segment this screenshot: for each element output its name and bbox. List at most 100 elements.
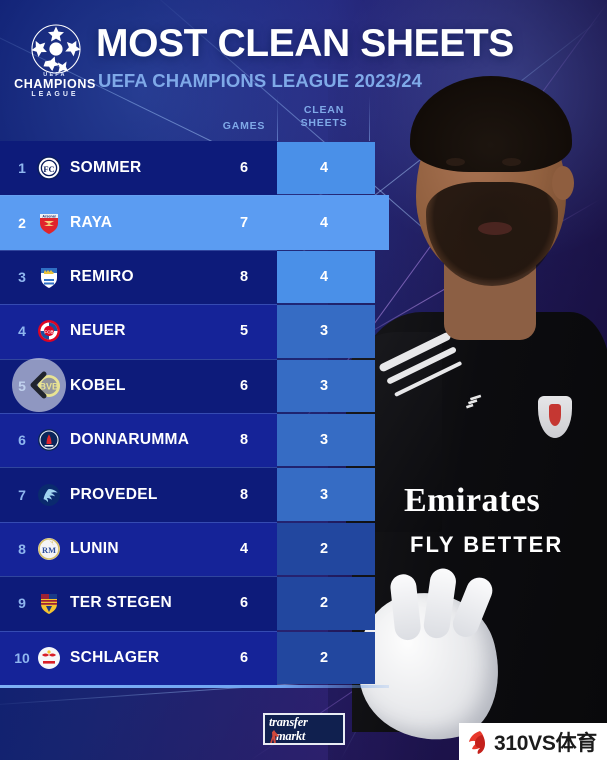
rank-number: 10	[14, 649, 30, 666]
games-value: 6	[239, 649, 249, 666]
clean-sheets-bar	[277, 359, 375, 412]
watermark-text: 310VS体育	[494, 731, 597, 755]
table-row[interactable]: 1 FC SOMMER 6 4	[0, 141, 607, 196]
clean-sheets-bar	[277, 631, 375, 684]
chevron-left-icon	[30, 371, 47, 399]
club-crest	[37, 646, 61, 670]
clean-sheets-value: 2	[319, 649, 329, 666]
rank-number: 6	[18, 432, 26, 449]
table-row[interactable]: 9 TER STEGEN 6 2	[0, 576, 607, 631]
table-row[interactable]: 10 SCHLAGER 6 2	[0, 630, 607, 685]
row-divider	[0, 304, 277, 306]
row-divider	[0, 195, 277, 197]
watermark: 310VS体育	[459, 723, 607, 760]
psg-crest	[38, 429, 60, 452]
inter-milan-crest: FC	[37, 156, 61, 180]
jersey-sponsor-text: Emirates	[404, 482, 541, 519]
row-divider	[0, 576, 277, 578]
club-crest: Arsenal	[37, 211, 61, 235]
clean-sheets-bar	[277, 305, 375, 358]
club-crest	[37, 483, 61, 507]
table-row[interactable]: 3 REMIRO 8 4	[0, 249, 607, 305]
player-name: KOBEL	[70, 376, 126, 394]
player-name: RAYA	[70, 213, 113, 231]
club-crest: FC	[37, 156, 61, 180]
clean-sheets-value: 3	[319, 486, 329, 503]
table-row[interactable]: 4 FCB NEUER 5 3	[0, 304, 607, 359]
ucl-league-label: LEAGUE	[31, 91, 79, 99]
page-title: MOST CLEAN SHEETS	[96, 22, 514, 65]
row-divider	[0, 249, 277, 251]
table-bottom-border	[0, 685, 389, 688]
rank-number: 3	[18, 268, 26, 285]
transfermarkt-logo: transfer markt	[263, 713, 345, 745]
clean-sheets-bar	[277, 468, 375, 521]
games-value: 6	[239, 595, 249, 612]
lightning-bolt-icon	[469, 730, 486, 754]
rank-number: 8	[18, 540, 26, 557]
club-crest: RM	[37, 537, 61, 561]
player-name: SOMMER	[70, 159, 142, 177]
table-row[interactable]: 5BVBKOBEL63	[0, 358, 607, 413]
table-row[interactable]: 2 Arsenal RAYA 7 4	[0, 195, 607, 250]
rank-number: 7	[18, 486, 26, 503]
rank-number: 4	[18, 323, 26, 340]
clean-sheets-bar	[277, 142, 375, 195]
row-divider	[0, 467, 277, 469]
clean-sheets-bar	[277, 195, 389, 250]
rb-salzburg-crest	[38, 646, 60, 669]
games-value: 8	[239, 486, 249, 503]
svg-text:FCB: FCB	[44, 330, 54, 335]
transfermarkt-line1: transfer	[269, 715, 308, 729]
table-row[interactable]: 8 RM LUNIN 4 2	[0, 521, 607, 577]
arsenal-jersey-crest	[538, 396, 572, 438]
real-sociedad-crest	[41, 267, 57, 288]
arsenal-crest: Arsenal	[40, 213, 58, 234]
standings-table: 1 FC SOMMER 6 4 2 Arsenal RAYA 7 4 3 REMIRO 8 4 4 FCB NE…	[0, 141, 607, 685]
table-row[interactable]: 6 DONNARUMMA 8 3	[0, 412, 607, 468]
player-name: SCHLAGER	[70, 648, 160, 666]
clean-sheets-bar	[277, 522, 375, 576]
column-header-clean-sheets-line1: CLEAN	[303, 104, 345, 116]
uefa-champions-league-logo: UEFA CHAMPIONS LEAGUE	[14, 22, 96, 104]
row-divider	[0, 358, 277, 360]
club-crest	[37, 591, 61, 615]
player-name: NEUER	[70, 322, 126, 340]
bayern-munich-crest: FCB	[38, 320, 60, 343]
previous-button[interactable]	[12, 358, 66, 412]
clean-sheets-bar	[277, 577, 375, 630]
clean-sheets-value: 3	[319, 377, 329, 394]
svg-text:FC: FC	[43, 164, 54, 174]
column-header-clean-sheets: CLEAN SHEETS	[284, 104, 364, 130]
adidas-logo-icon	[466, 394, 482, 409]
keeper-eye	[502, 158, 521, 166]
svg-text:RM: RM	[42, 546, 56, 555]
games-value: 6	[239, 160, 249, 177]
games-value: 4	[239, 540, 249, 557]
clean-sheets-value: 4	[319, 268, 329, 285]
table-row[interactable]: 7 PROVEDEL 8 3	[0, 467, 607, 522]
rank-number: 2	[18, 214, 26, 231]
clean-sheets-bar	[277, 413, 375, 467]
player-name: REMIRO	[70, 267, 134, 285]
clean-sheets-value: 2	[319, 595, 329, 612]
club-crest	[37, 265, 61, 289]
clean-sheets-bar	[277, 250, 375, 304]
games-value: 5	[239, 323, 249, 340]
games-value: 8	[239, 268, 249, 285]
clean-sheets-value: 4	[319, 214, 329, 231]
row-divider	[0, 412, 277, 414]
games-value: 6	[239, 377, 249, 394]
transfermarkt-figure-icon	[270, 730, 279, 743]
row-divider	[0, 630, 277, 632]
clean-sheets-value: 2	[319, 540, 329, 557]
keeper-mouth	[478, 222, 512, 235]
column-header-games: GAMES	[222, 120, 266, 132]
player-name: PROVEDEL	[70, 485, 158, 503]
games-value: 7	[239, 214, 249, 231]
goalkeeper-photo: Emirates FLY BETTER	[341, 62, 607, 757]
ucl-champions-label: CHAMPIONS	[14, 77, 96, 91]
starball-icon	[31, 24, 81, 74]
keeper-eye	[446, 158, 465, 166]
lazio-crest	[38, 483, 60, 506]
